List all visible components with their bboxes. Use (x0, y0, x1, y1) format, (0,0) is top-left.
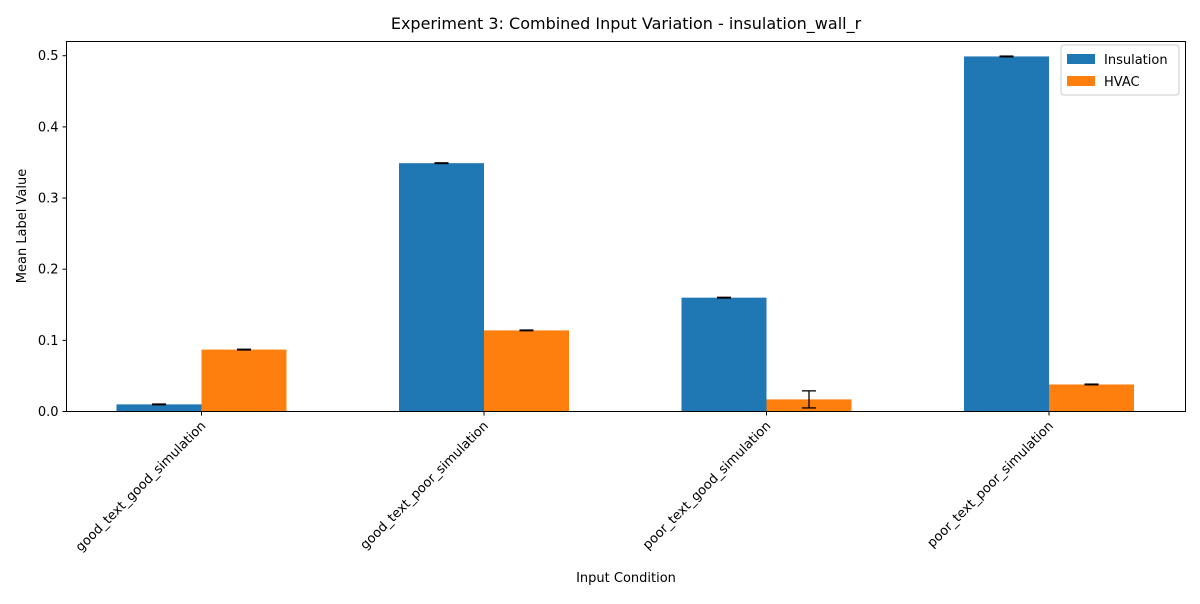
error-bar-insulation-3 (999, 55, 1014, 58)
error-bar-hvac-2 (802, 390, 816, 409)
bar-insulation-1 (399, 163, 484, 412)
x-tick-label: poor_text_poor_simulation (925, 419, 1057, 551)
bar-hvac-0 (201, 349, 287, 412)
legend-swatch-hvac (1067, 76, 1095, 86)
legend-label-insulation: Insulation (1104, 53, 1168, 68)
bars-layer (116, 56, 1134, 412)
bar-hvac-3 (1049, 384, 1134, 412)
y-axis-label: Mean Label Value (15, 169, 30, 283)
error-bar-hvac-1 (519, 329, 534, 332)
plot-frame (66, 41, 1186, 412)
legend-swatch-insulation (1067, 54, 1095, 64)
legend-label-hvac: HVAC (1104, 75, 1140, 90)
y-tick-label: 0.4 (38, 120, 59, 135)
x-tick-label: good_text_poor_simulation (358, 419, 492, 553)
y-tick-label: 0.0 (38, 405, 59, 420)
bar-insulation-3 (964, 56, 1049, 412)
error-bar-hvac-3 (1084, 383, 1099, 386)
y-tick-label: 0.1 (38, 334, 59, 349)
x-tick-label: poor_text_good_simulation (640, 419, 774, 553)
y-tick-label: 0.3 (38, 192, 59, 207)
error-bar-hvac-0 (237, 348, 251, 351)
x-axis-label: Input Condition (576, 571, 676, 586)
legend: Insulation HVAC (1060, 44, 1180, 96)
error-bar-insulation-1 (434, 162, 449, 165)
chart-title: Experiment 3: Combined Input Variation -… (391, 14, 862, 34)
bar-insulation-0 (116, 404, 202, 412)
x-tick-label: good_text_good_simulation (73, 419, 209, 555)
y-tick-label: 0.2 (38, 263, 59, 278)
y-tick-label: 0.5 (38, 49, 59, 64)
error-bar-insulation-2 (717, 296, 731, 299)
bar-hvac-1 (484, 330, 569, 412)
x-axis-ticks: good_text_good_simulation good_text_poor_… (73, 411, 1057, 555)
error-bars-layer (152, 55, 1099, 409)
y-axis-ticks: 0.0 0.1 0.2 0.3 0.4 0.5 (38, 49, 67, 420)
bar-insulation-2 (681, 297, 767, 412)
error-bar-insulation-0 (152, 403, 166, 406)
